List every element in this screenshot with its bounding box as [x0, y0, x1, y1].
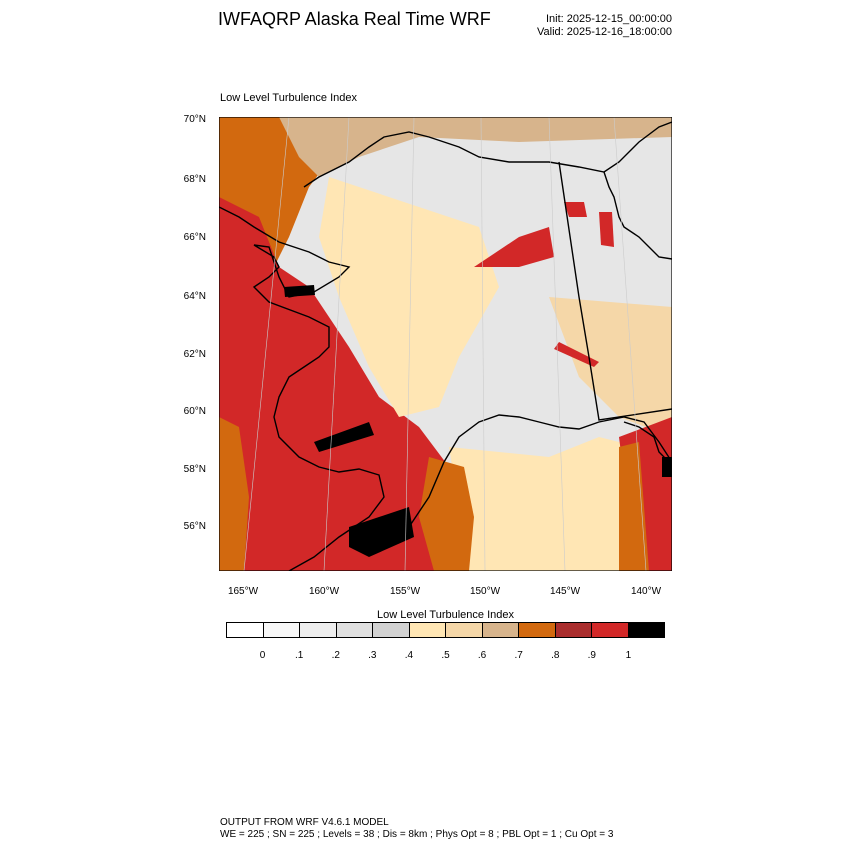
legend-tick-label: .8 [551, 650, 560, 661]
legend-tick-label: 1 [625, 650, 632, 661]
lat-label-60: 60°N [183, 406, 206, 417]
streak-4 [554, 342, 599, 367]
coastline-southeast [623, 421, 670, 463]
field-red-west [219, 197, 469, 571]
legend-swatch-8 [519, 623, 556, 637]
black-pocket-4 [662, 457, 672, 477]
field-peach-south [449, 437, 639, 571]
legend-swatch-1 [263, 623, 300, 637]
legend-title: Low Level Turbulence Index [377, 609, 514, 621]
field-tan-north [279, 117, 672, 177]
field-orange-gulf [419, 457, 474, 571]
field-peach-east [549, 297, 672, 437]
streak-1 [474, 227, 554, 267]
lat-label-70: 70°N [183, 114, 206, 125]
legend-swatch-3 [336, 623, 373, 637]
legend-swatch-6 [446, 623, 483, 637]
legend-colorbar [226, 622, 665, 638]
lon-label-145: 145°W [549, 586, 581, 597]
coastline-east [603, 171, 672, 260]
border-canada [558, 161, 672, 421]
lat-label-68: 68°N [183, 174, 206, 185]
footer-line-1: OUTPUT FROM WRF V4.6.1 MODEL [220, 817, 389, 828]
lon-label-160: 160°W [308, 586, 340, 597]
lat-label-66: 66°N [183, 232, 206, 243]
lat-label-62: 62°N [183, 349, 206, 360]
model-footer: OUTPUT FROM WRF V4.6.1 MODEL WE = 225 ; … [220, 817, 613, 841]
legend-swatch-10 [592, 623, 629, 637]
legend-tick-label: 0 [259, 650, 266, 661]
legend-tick-label: .2 [331, 650, 340, 661]
legend-tick-label: .6 [477, 650, 487, 661]
field-peach-central [319, 177, 499, 417]
lon-label-150: 150°W [469, 586, 501, 597]
graticule [243, 117, 647, 571]
main-title: IWFAQRP Alaska Real Time WRF [218, 9, 491, 29]
legend-tick-label: .1 [294, 650, 304, 661]
legend-swatch-2 [300, 623, 337, 637]
field-orange-sw [219, 417, 249, 571]
legend-tick-label: .4 [404, 650, 414, 661]
black-pocket-2 [349, 507, 414, 557]
legend-swatch-0 [227, 623, 264, 637]
turbulence-map [219, 117, 672, 571]
legend-tick-label: .9 [587, 650, 596, 661]
legend-swatch-4 [373, 623, 410, 637]
lat-label-64: 64°N [183, 291, 206, 302]
coastline-cook-inlet [408, 414, 672, 528]
valid-time: Valid: 2025-12-16_18:00:00 [537, 26, 672, 38]
coastline-north [303, 121, 672, 188]
lon-label-140: 140°W [630, 586, 662, 597]
legend-tick-label: .3 [368, 650, 377, 661]
legend-swatch-11 [628, 623, 664, 637]
init-time: Init: 2025-12-15_00:00:00 [546, 13, 672, 25]
legend-tick-label: .5 [441, 650, 450, 661]
field-orange-se [619, 442, 649, 571]
legend-swatch-7 [482, 623, 519, 637]
lat-label-58: 58°N [183, 464, 206, 475]
streak-2 [564, 202, 587, 217]
lon-label-165: 165°W [227, 586, 259, 597]
black-pocket-1 [314, 422, 374, 452]
run-info: Init: 2025-12-15_00:00:00 Valid: 2025-12… [500, 13, 672, 39]
coastline-west [219, 206, 385, 571]
lon-label-155: 155°W [389, 586, 421, 597]
lat-label-56: 56°N [183, 521, 206, 532]
plot-subtitle: Low Level Turbulence Index [220, 92, 357, 104]
legend-swatch-9 [555, 623, 592, 637]
footer-line-2: WE = 225 ; SN = 225 ; Levels = 38 ; Dis … [220, 829, 614, 840]
streak-3 [599, 212, 614, 247]
legend-tick-label: .7 [514, 650, 523, 661]
legend-swatch-5 [409, 623, 446, 637]
